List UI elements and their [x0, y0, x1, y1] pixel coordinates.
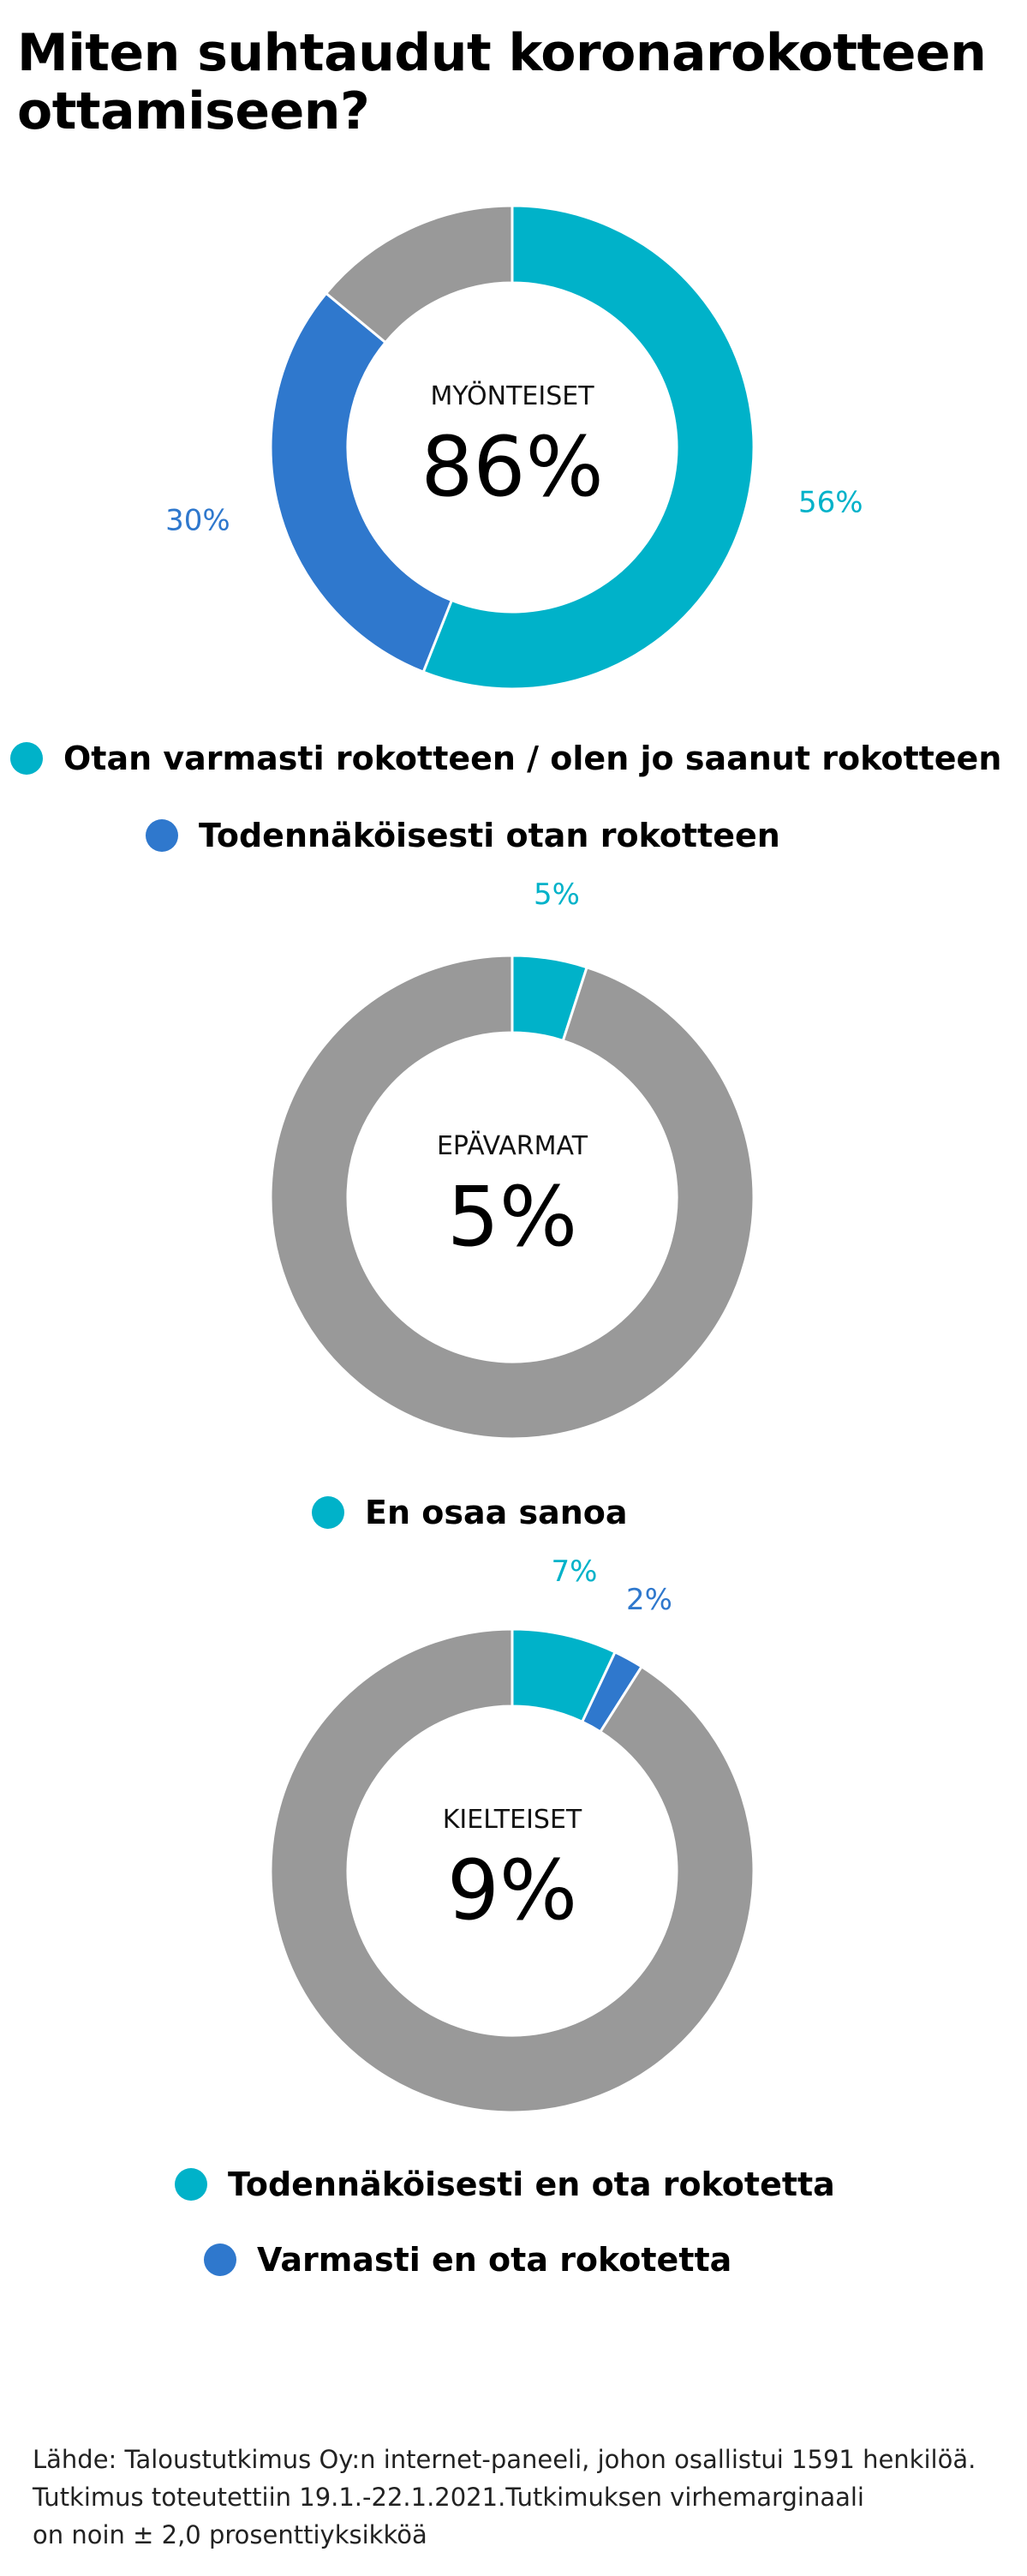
donut-center-label: KIELTEISET: [443, 1805, 582, 1835]
legend-label: Varmasti en ota rokotetta: [257, 2241, 732, 2279]
legend-dot-cyan: [10, 742, 43, 775]
donut-slice-todenn-k-isesti-otan-rokotteen: [269, 291, 454, 674]
donut-chart-epavarmat-svg: 5% EPÄVARMAT 5%: [269, 878, 755, 1441]
legend-dot-cyan: [312, 1496, 344, 1529]
donut-center-value: 5%: [447, 1169, 577, 1265]
legend-item-todennakoisesti-en-ota: Todennäköisesti en ota rokotetta: [175, 2163, 835, 2206]
page-title: Miten suhtaudut koronarokotteen ottamise…: [17, 23, 987, 141]
legend-item-otan-varmasti: Otan varmasti rokotteen / olen jo saanut…: [10, 737, 1001, 780]
data-label-todenn-k-isesti-en-ota-rokotetta: 7%: [551, 1555, 597, 1589]
source-note: Lähde: Taloustutkimus Oy:n internet-pane…: [33, 2441, 1009, 2554]
legend-dot-cyan: [175, 2168, 207, 2201]
legend-label: Todennäköisesti otan rokotteen: [199, 817, 780, 854]
source-line: Tutkimus toteutettiin 19.1.-22.1.2021.Tu…: [33, 2483, 864, 2512]
legend-dot-blue: [204, 2244, 236, 2276]
donut-center-label: EPÄVARMAT: [437, 1130, 588, 1161]
donut-slice-muut: [269, 1627, 755, 2114]
donut-chart-kielteiset-svg: 7% 2% KIELTEISET 9%: [269, 1555, 755, 2114]
data-label-todenn-k-isesti-otan-rokotteen: 30%: [165, 504, 230, 538]
legend-label: En osaa sanoa: [365, 1494, 628, 1531]
source-line: Lähde: Taloustutkimus Oy:n internet-pane…: [33, 2445, 976, 2474]
donut-center-value: 86%: [421, 419, 603, 515]
legend-kielteiset: Todennäköisesti en ota rokotetta Varmast…: [0, 2163, 1027, 2283]
donut-chart-epavarmat: 5% EPÄVARMAT 5%: [0, 878, 1027, 1483]
data-label-varmasti-en-ota-rokotetta: 2%: [626, 1583, 672, 1617]
data-label-en-osaa-sanoa: 5%: [534, 878, 580, 912]
legend-item-en-osaa-sanoa: En osaa sanoa: [312, 1491, 628, 1534]
legend-myonteiset: Otan varmasti rokotteen / olen jo saanut…: [0, 737, 1027, 857]
donut-chart-kielteiset: 7% 2% KIELTEISET 9%: [0, 1555, 1027, 2160]
data-label-otan-varmasti-rokotteen-olen-jo-saanut-rokotteen: 56%: [798, 486, 863, 520]
legend-item-todennakoisesti-otan: Todennäköisesti otan rokotteen: [146, 814, 780, 857]
legend-epavarmat: En osaa sanoa: [0, 1491, 1027, 1543]
donut-slice-muut: [269, 954, 755, 1441]
legend-label: Todennäköisesti en ota rokotetta: [228, 2166, 835, 2203]
donut-chart-myonteiset-svg: 56% 30% MYÖNTEISET 86%: [165, 204, 863, 691]
source-line: on noin ± 2,0 prosenttiyksikköä: [33, 2520, 427, 2549]
donut-center-value: 9%: [447, 1842, 577, 1938]
donut-chart-myonteiset: 56% 30% MYÖNTEISET 86%: [0, 0, 1027, 703]
donut-slice-muut: [324, 204, 514, 344]
donut-center-label: MYÖNTEISET: [430, 380, 594, 411]
legend-item-varmasti-en-ota: Varmasti en ota rokotetta: [204, 2238, 731, 2281]
donut-slice-otan-varmasti-rokotteen-olen-jo-saanut-rokotteen: [421, 204, 755, 691]
legend-label: Otan varmasti rokotteen / olen jo saanut…: [63, 740, 1002, 777]
legend-dot-blue: [146, 819, 178, 852]
